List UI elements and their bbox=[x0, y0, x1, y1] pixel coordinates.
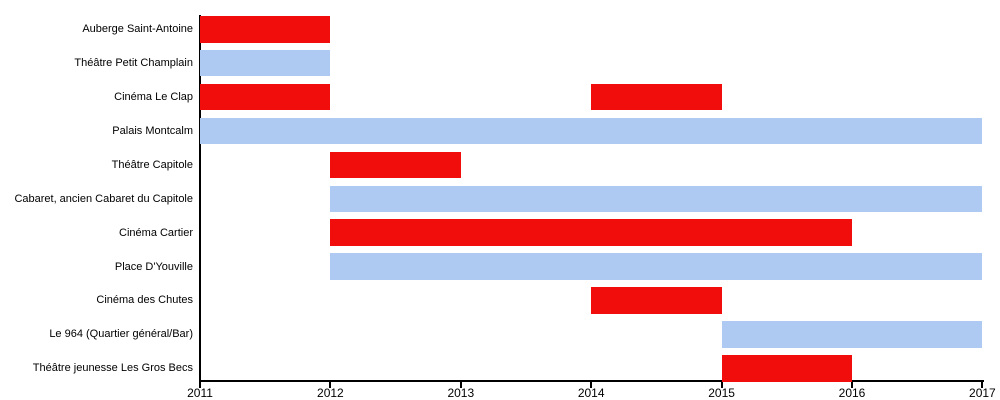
gantt-bar bbox=[721, 355, 852, 382]
gantt-bar bbox=[591, 287, 722, 314]
y-axis-line bbox=[199, 15, 201, 382]
x-axis-tick bbox=[981, 382, 984, 388]
row-label: Cinéma Le Clap bbox=[114, 91, 193, 104]
x-axis-tick-label: 2012 bbox=[317, 386, 344, 400]
row-label: Cabaret, ancien Cabaret du Capitole bbox=[14, 192, 193, 205]
gantt-bar bbox=[200, 117, 983, 145]
row-label: Auberge Saint-Antoine bbox=[82, 23, 193, 36]
x-axis-tick bbox=[851, 382, 853, 388]
x-axis-tick-label: 2014 bbox=[577, 386, 605, 400]
gantt-bar bbox=[200, 49, 331, 77]
gantt-bar bbox=[200, 83, 331, 111]
x-axis-tick-label: 2017 bbox=[969, 386, 996, 400]
gantt-bar bbox=[200, 16, 331, 43]
row-label: Place D'Youville bbox=[114, 260, 193, 273]
x-axis-tick-label: 2011 bbox=[187, 386, 213, 400]
gantt-bar bbox=[330, 253, 983, 280]
x-axis-tick-label: 2015 bbox=[708, 386, 735, 400]
x-axis-tick bbox=[720, 382, 723, 388]
x-axis-line bbox=[199, 380, 985, 382]
x-axis-tick bbox=[459, 382, 462, 388]
row-label: Cinéma Cartier bbox=[119, 226, 193, 239]
gantt-bar bbox=[330, 185, 983, 212]
row-label: Le 964 (Quartier général/Bar) bbox=[49, 328, 193, 341]
x-axis-tick bbox=[329, 382, 332, 388]
row-label: Cinéma des Chutes bbox=[96, 294, 193, 307]
gantt-bar bbox=[721, 321, 983, 348]
row-label: Théâtre jeunesse Les Gros Becs bbox=[32, 362, 193, 375]
gantt-bar bbox=[330, 219, 852, 246]
x-axis-tick-label: 2013 bbox=[447, 386, 475, 400]
x-axis-tick bbox=[199, 382, 201, 388]
row-label: Théâtre Petit Champlain bbox=[74, 57, 193, 70]
x-axis-tick-label: 2016 bbox=[838, 386, 866, 400]
x-axis-tick bbox=[590, 382, 593, 388]
gantt-bar bbox=[330, 151, 461, 179]
gantt-bar bbox=[591, 83, 722, 111]
row-label: Palais Montcalm bbox=[112, 124, 193, 137]
row-label: Théâtre Capitole bbox=[111, 158, 193, 171]
